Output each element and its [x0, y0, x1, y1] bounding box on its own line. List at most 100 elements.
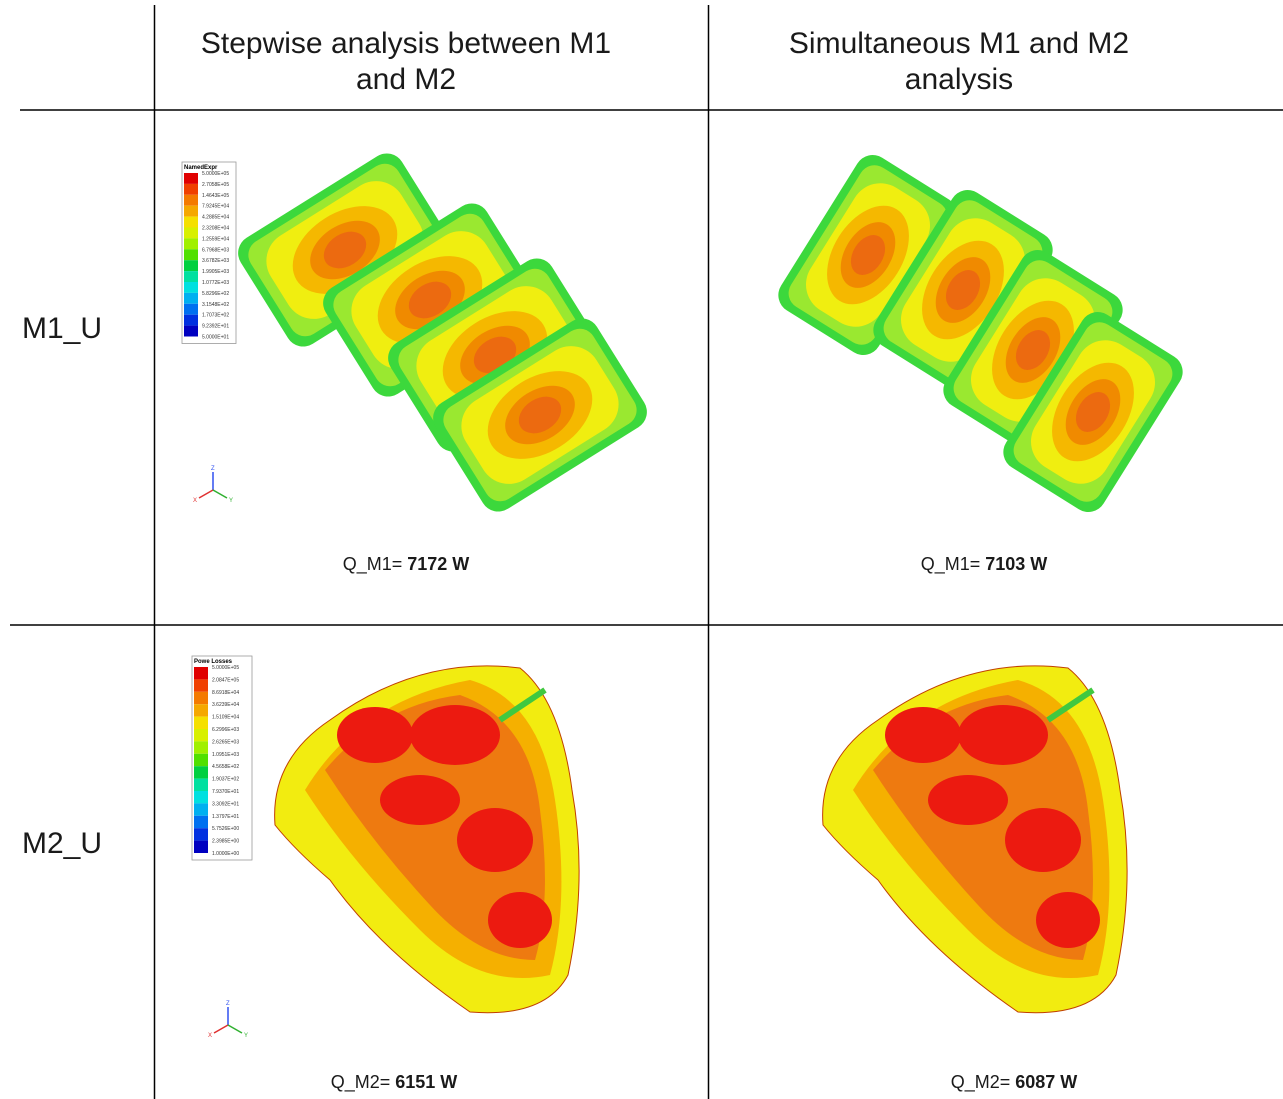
legend-swatch	[184, 293, 198, 304]
caption-unit: W	[452, 554, 469, 574]
legend-label: 1.0000E+00	[212, 851, 239, 857]
legend-swatch	[194, 679, 208, 691]
zone	[958, 705, 1048, 765]
legend: Powe Losses5.0000E+052.0847E+058.6918E+0…	[192, 656, 252, 860]
legend-swatch	[194, 729, 208, 741]
legend-label: 8.6918E+04	[212, 690, 239, 696]
legend-label: 5.0000E+05	[212, 665, 239, 671]
legend-label: 5.0000E+05	[202, 171, 229, 177]
legend: NamedExpr5.0000E+052.7058E+051.4643E+057…	[182, 162, 236, 344]
legend-label: 1.3797E+01	[212, 814, 239, 820]
column-header: Simultaneous M1 and M2 analysis	[769, 26, 1149, 98]
caption: Q_M1= 7103 W	[834, 554, 1134, 575]
legend-label: 3.3092E+01	[212, 801, 239, 807]
legend-label: 5.0000E+01	[202, 335, 229, 341]
legend-label: 1.5109E+04	[212, 715, 239, 721]
legend-swatch	[194, 779, 208, 791]
legend-swatch	[184, 228, 198, 239]
table-art: NamedExpr5.0000E+052.7058E+051.4643E+057…	[0, 0, 1283, 1099]
legend-swatch	[194, 754, 208, 766]
legend-label: 6.2996E+03	[212, 727, 239, 733]
legend-label: 4.5658E+02	[212, 764, 239, 770]
legend-swatch	[184, 315, 198, 326]
zone	[457, 808, 533, 872]
legend-label: 2.6265E+03	[212, 739, 239, 745]
legend-label: 7.9245E+04	[202, 204, 229, 210]
legend-label: 4.2885E+04	[202, 215, 229, 221]
column-header: Stepwise analysis between M1 and M2	[181, 26, 631, 98]
legend-label: 2.3985E+00	[212, 839, 239, 845]
heat-sector	[823, 666, 1127, 1013]
caption-name: Q_M1=	[343, 554, 403, 574]
legend-label: 3.6239E+04	[212, 702, 239, 708]
legend-label: 2.0847E+05	[212, 677, 239, 683]
legend-swatch	[194, 803, 208, 815]
zone	[380, 775, 460, 825]
legend-label: 5.7526E+00	[212, 826, 239, 832]
legend-swatch	[184, 217, 198, 228]
legend-label: 3.1548E+02	[202, 302, 229, 308]
axis-label: X	[193, 498, 197, 504]
axis-label: Z	[226, 1001, 230, 1007]
legend-swatch	[184, 195, 198, 206]
legend-swatch	[194, 667, 208, 679]
caption-unit: W	[440, 1072, 457, 1092]
legend-label: 1.7073E+02	[202, 313, 229, 319]
axis-triad: Z X Y	[208, 1001, 248, 1039]
caption-value: 6151	[395, 1072, 435, 1092]
axis-label: Y	[244, 1033, 248, 1039]
legend-swatch	[194, 766, 208, 778]
caption: Q_M2= 6151 W	[244, 1072, 544, 1093]
legend-swatch	[194, 741, 208, 753]
legend-label: 1.2559E+04	[202, 236, 229, 242]
axis-label: Z	[211, 466, 215, 472]
legend-label: 1.0772E+03	[202, 280, 229, 286]
legend-swatch	[184, 260, 198, 271]
legend-label: 1.0951E+03	[212, 752, 239, 758]
zone	[928, 775, 1008, 825]
zone	[885, 707, 961, 763]
axis-label: X	[208, 1033, 212, 1039]
zone	[1036, 892, 1100, 948]
caption: Q_M1= 7172 W	[256, 554, 556, 575]
axis-triad: Z X Y	[193, 466, 233, 504]
axis	[214, 1025, 228, 1033]
legend-swatch	[184, 282, 198, 293]
legend-swatch	[184, 184, 198, 195]
legend-swatch	[184, 271, 198, 282]
zone	[337, 707, 413, 763]
legend-label: 6.7968E+03	[202, 247, 229, 253]
row-label: M1_U	[22, 312, 102, 346]
legend-swatch	[194, 841, 208, 853]
legend-swatch	[194, 828, 208, 840]
caption-name: Q_M1=	[921, 554, 981, 574]
caption-unit: W	[1030, 554, 1047, 574]
legend-swatch	[184, 206, 198, 217]
legend-swatch	[194, 791, 208, 803]
legend-swatch	[194, 816, 208, 828]
row-label: M2_U	[22, 827, 102, 861]
legend-swatch	[194, 704, 208, 716]
caption-value: 7172	[407, 554, 447, 574]
legend-label: 1.9905E+03	[202, 269, 229, 275]
legend-label: 1.9037E+02	[212, 777, 239, 783]
caption-value: 6087	[1015, 1072, 1055, 1092]
legend-swatch	[194, 717, 208, 729]
axis	[199, 490, 213, 498]
legend-label: 1.4643E+05	[202, 193, 229, 199]
axis-label: Y	[229, 498, 233, 504]
zone	[410, 705, 500, 765]
zone	[488, 892, 552, 948]
caption-value: 7103	[985, 554, 1025, 574]
caption: Q_M2= 6087 W	[864, 1072, 1164, 1093]
legend-label: 3.6782E+03	[202, 258, 229, 264]
legend-swatch	[194, 692, 208, 704]
legend-swatch	[184, 249, 198, 260]
page: NamedExpr5.0000E+052.7058E+051.4643E+057…	[0, 0, 1283, 1099]
caption-unit: W	[1060, 1072, 1077, 1092]
legend-label: 5.8296E+02	[202, 291, 229, 297]
zone	[1005, 808, 1081, 872]
legend-label: 7.9370E+01	[212, 789, 239, 795]
legend-swatch	[184, 326, 198, 337]
caption-name: Q_M2=	[331, 1072, 391, 1092]
